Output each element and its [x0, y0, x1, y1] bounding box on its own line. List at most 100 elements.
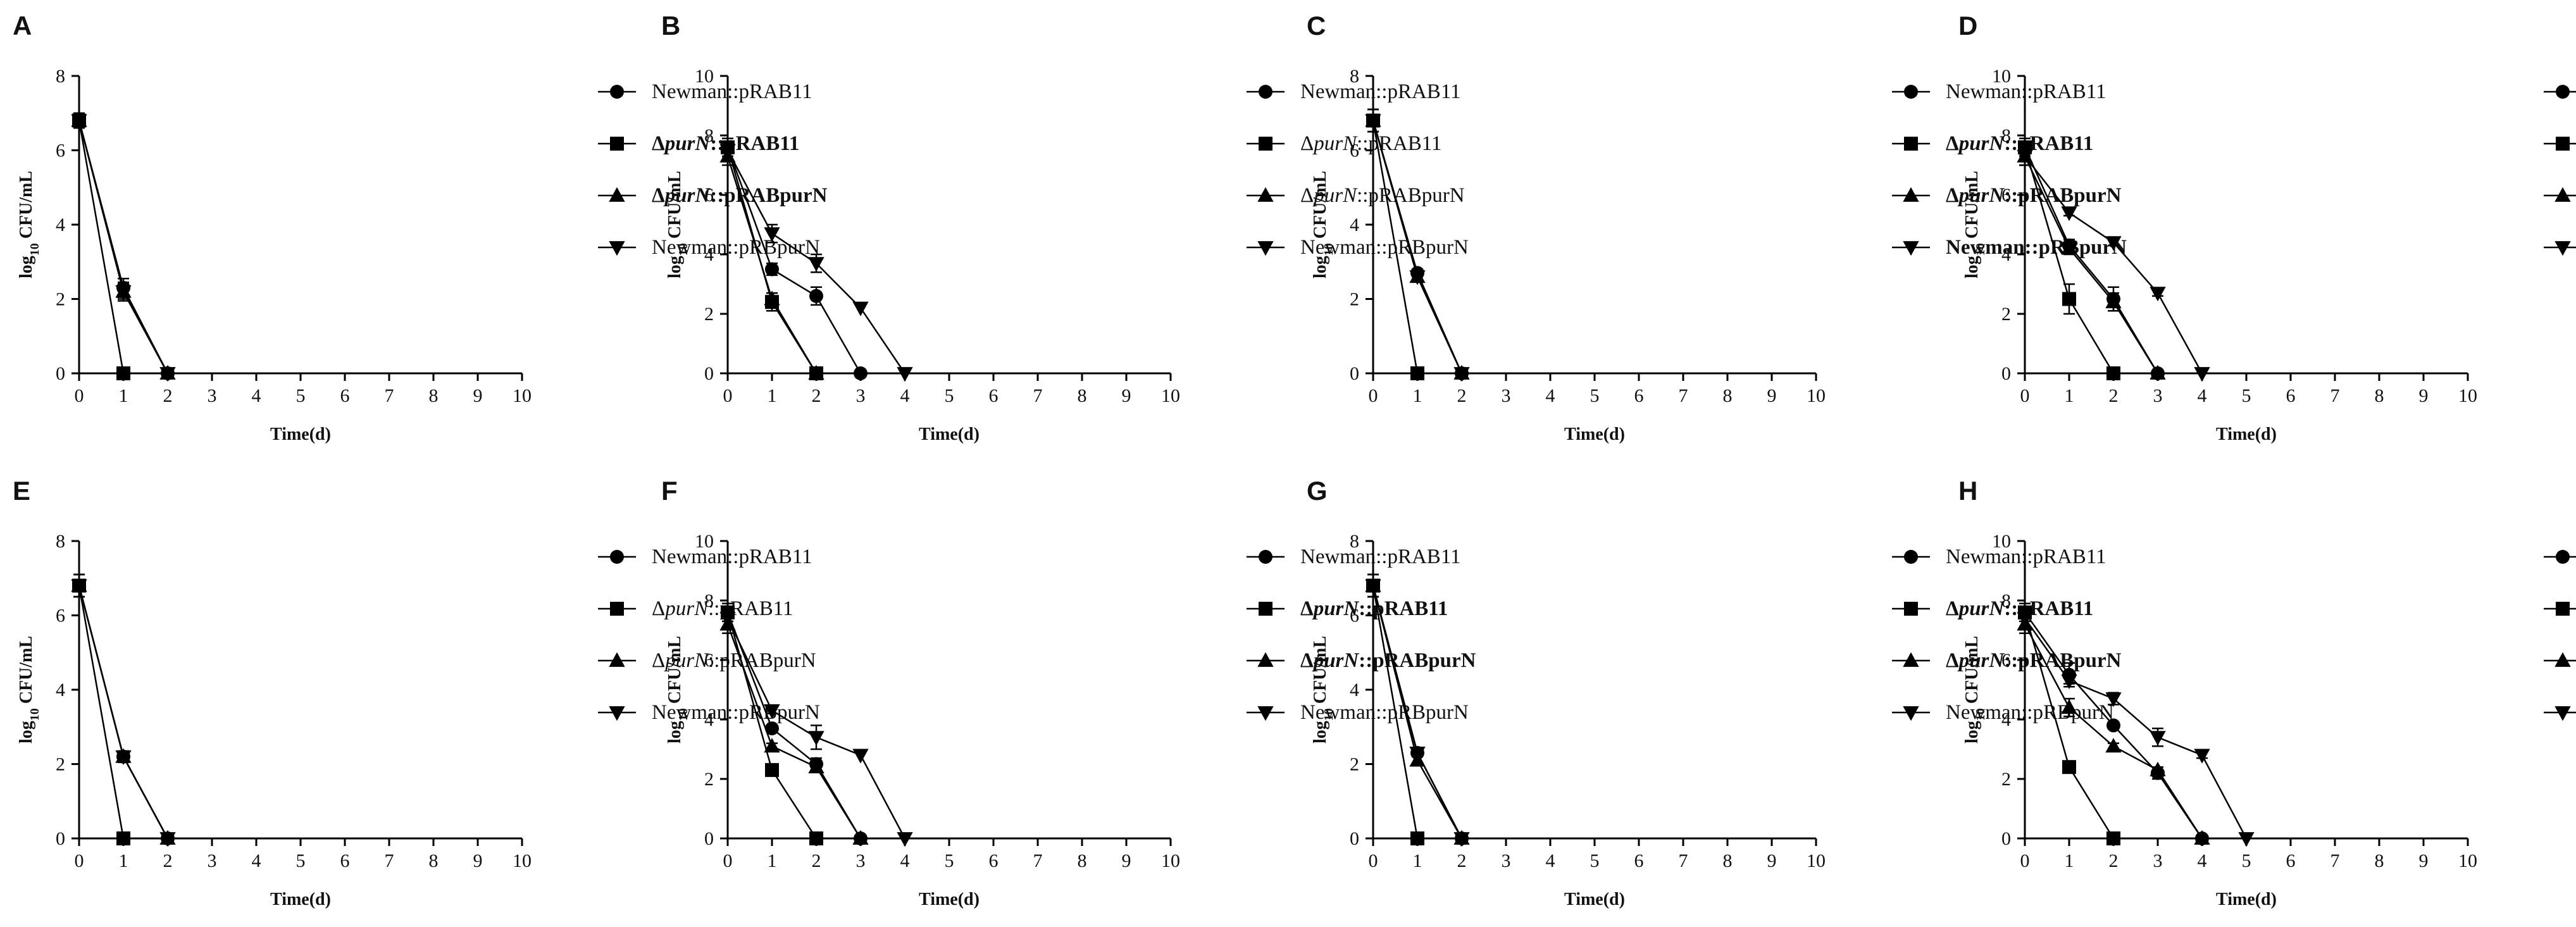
x-tick-label: 9	[473, 850, 483, 871]
x-tick-label: 10	[1161, 385, 1180, 406]
data-point	[2150, 287, 2166, 302]
series-3: ΔpurN::pRABpurN	[2017, 146, 2576, 380]
x-tick-label: 2	[1457, 385, 1467, 406]
data-point	[159, 832, 176, 847]
data-point	[2150, 761, 2166, 776]
y-tick-label: 10	[695, 66, 714, 87]
x-tick-label: 7	[1033, 850, 1043, 871]
legend-label: ΔpurN::pRAB11	[1300, 597, 1448, 620]
data-point	[854, 366, 868, 380]
data-point	[852, 830, 869, 845]
series-4: Newman::pRBpurN	[719, 140, 1469, 382]
y-tick-label: 0	[2001, 828, 2011, 849]
series-4: Newman::pRBpurN	[1365, 573, 2114, 847]
y-tick-label: 4	[1350, 680, 1359, 700]
x-axis-title: Time(d)	[2216, 425, 2277, 444]
data-point	[1409, 270, 1426, 285]
x-tick-label: 7	[385, 850, 394, 871]
x-tick-label: 1	[119, 385, 128, 406]
legend-marker	[1259, 85, 1272, 99]
legend-marker	[1259, 550, 1272, 564]
x-tick-label: 6	[989, 385, 999, 406]
series-line	[2024, 618, 2248, 839]
y-tick-label: 6	[56, 606, 65, 626]
legend-marker	[1259, 602, 1272, 616]
x-axis-title: Time(d)	[270, 890, 331, 909]
x-tick-label: 9	[473, 385, 483, 406]
x-tick-label: 9	[2419, 385, 2429, 406]
legend-marker	[609, 187, 625, 202]
y-tick-label: 2	[704, 304, 714, 325]
x-tick-label: 10	[1807, 850, 1826, 871]
x-tick-label: 5	[296, 385, 306, 406]
x-tick-label: 0	[75, 385, 84, 406]
x-tick-label: 3	[208, 385, 217, 406]
data-point	[159, 367, 176, 382]
panel-letter: F	[661, 476, 678, 506]
legend-marker	[1257, 187, 1274, 202]
legend-marker	[610, 85, 624, 99]
x-tick-label: 2	[163, 385, 173, 406]
legend-marker	[1904, 137, 1918, 151]
y-tick-label: 2	[2001, 304, 2011, 325]
legend-marker	[2554, 241, 2571, 256]
x-tick-label: 8	[1078, 385, 1087, 406]
y-axis-title: log10 CFU/mL	[16, 636, 42, 743]
y-tick-label: 8	[2001, 590, 2011, 611]
x-tick-label: 3	[2153, 385, 2163, 406]
data-point	[2238, 832, 2255, 847]
y-tick-label: 8	[1350, 66, 1359, 87]
x-tick-label: 10	[2458, 850, 2477, 871]
x-tick-label: 9	[1122, 385, 1131, 406]
x-tick-label: 5	[2242, 385, 2251, 406]
series-4: Newman::pRBpurN	[1365, 108, 2127, 382]
legend-label: Newman::pRBpurN	[1946, 236, 2127, 259]
data-point	[2194, 367, 2210, 382]
x-tick-label: 10	[513, 385, 532, 406]
x-tick-label: 1	[1413, 385, 1422, 406]
x-tick-label: 5	[1590, 385, 1600, 406]
legend-marker	[2556, 137, 2570, 151]
y-tick-label: 4	[2001, 244, 2011, 265]
x-tick-label: 0	[2020, 385, 2030, 406]
y-axis-title: log10 CFU/mL	[665, 171, 690, 278]
series-line	[78, 120, 169, 374]
data-point	[2061, 240, 2077, 255]
y-axis-title: log10 CFU/mL	[1310, 636, 1336, 743]
data-point	[897, 367, 913, 382]
data-point	[1365, 579, 1381, 594]
x-tick-label: 7	[1033, 385, 1043, 406]
y-tick-label: 8	[56, 531, 65, 552]
y-axis-title: log10 CFU/mL	[665, 636, 690, 743]
x-tick-label: 6	[340, 850, 350, 871]
x-tick-label: 6	[340, 385, 350, 406]
data-point	[1410, 366, 1424, 380]
x-tick-label: 2	[812, 385, 821, 406]
x-tick-label: 8	[429, 385, 439, 406]
data-point	[2106, 718, 2120, 733]
y-axis-title: log10 CFU/mL	[1962, 636, 1988, 743]
data-point	[808, 759, 824, 774]
data-point	[2194, 749, 2210, 764]
data-point	[116, 831, 130, 845]
series-line	[78, 585, 125, 839]
y-tick-label: 2	[56, 289, 65, 310]
panel-letter: A	[13, 11, 32, 40]
legend-marker	[1903, 187, 1919, 202]
x-axis-title: Time(d)	[919, 425, 980, 444]
panel-letter: D	[1958, 11, 1977, 40]
x-tick-label: 4	[1546, 850, 1555, 871]
data-point	[2062, 292, 2076, 306]
series-line	[78, 585, 169, 839]
series-line	[2024, 147, 2115, 374]
y-tick-label: 8	[704, 125, 714, 146]
x-tick-label: 10	[513, 850, 532, 871]
x-tick-label: 0	[1369, 385, 1378, 406]
y-tick-label: 8	[56, 66, 65, 87]
series-line	[78, 120, 169, 374]
x-axis-title: Time(d)	[919, 890, 980, 909]
y-tick-label: 10	[1992, 531, 2011, 552]
